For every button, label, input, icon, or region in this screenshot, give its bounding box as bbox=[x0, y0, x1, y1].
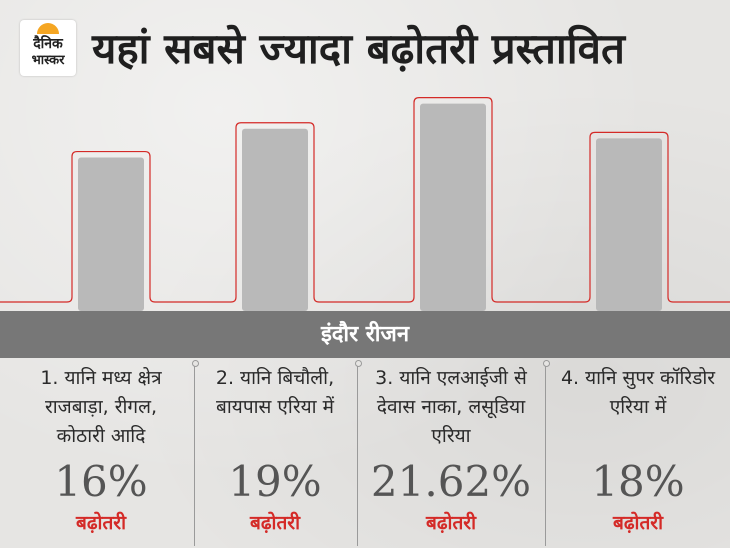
region-header: इंदौर रीजन bbox=[0, 311, 730, 358]
bar-3 bbox=[420, 103, 486, 311]
column-divider bbox=[355, 360, 362, 546]
value-label: 18% bbox=[591, 457, 685, 506]
value-label: 21.62% bbox=[370, 457, 532, 506]
category-columns: 1. यानि मध्य क्षेत्र राजबाड़ा, रीगल, कोठ… bbox=[0, 358, 730, 548]
column-divider bbox=[192, 360, 199, 546]
increase-label: बढ़ोतरी bbox=[613, 512, 663, 534]
category-column-3: 3. यानि एलआईजी से देवास नाका, लसूडिया एर… bbox=[362, 358, 540, 548]
bar-outline-line bbox=[0, 97, 730, 303]
dainik-bhaskar-logo: दैनिक भास्कर bbox=[20, 20, 76, 76]
column-divider bbox=[543, 360, 550, 546]
category-desc: 3. यानि एलआईजी से देवास नाका, लसूडिया एर… bbox=[375, 367, 527, 447]
logo-line-2: भास्कर bbox=[31, 53, 65, 68]
bar-chart bbox=[0, 97, 730, 311]
category-column-1: 1. यानि मध्य क्षेत्र राजबाड़ा, रीगल, कोठ… bbox=[22, 358, 180, 548]
increase-label: बढ़ोतरी bbox=[426, 512, 476, 534]
category-column-2: 2. यानि बिचौली, बायपास एरिया में 19% बढ़… bbox=[200, 358, 350, 548]
region-label: इंदौर रीजन bbox=[320, 322, 410, 347]
bar-1 bbox=[78, 157, 144, 311]
sun-icon bbox=[37, 23, 59, 34]
value-label: 19% bbox=[228, 457, 322, 506]
category-desc: 2. यानि बिचौली, बायपास एरिया में bbox=[215, 367, 335, 418]
increase-label: बढ़ोतरी bbox=[250, 512, 300, 534]
category-desc: 1. यानि मध्य क्षेत्र राजबाड़ा, रीगल, कोठ… bbox=[40, 367, 162, 447]
bar-4 bbox=[596, 138, 662, 311]
bar-2 bbox=[242, 128, 308, 311]
category-desc: 4. यानि सुपर कॉरिडोर एरिया में bbox=[560, 367, 716, 418]
category-column-4: 4. यानि सुपर कॉरिडोर एरिया में 18% बढ़ोत… bbox=[552, 358, 724, 548]
chart-title: यहां सबसे ज्यादा बढ़ोतरी प्रस्तावित bbox=[92, 24, 625, 73]
value-label: 16% bbox=[54, 457, 148, 506]
logo-line-1: दैनिक bbox=[33, 36, 63, 52]
increase-label: बढ़ोतरी bbox=[76, 512, 126, 534]
